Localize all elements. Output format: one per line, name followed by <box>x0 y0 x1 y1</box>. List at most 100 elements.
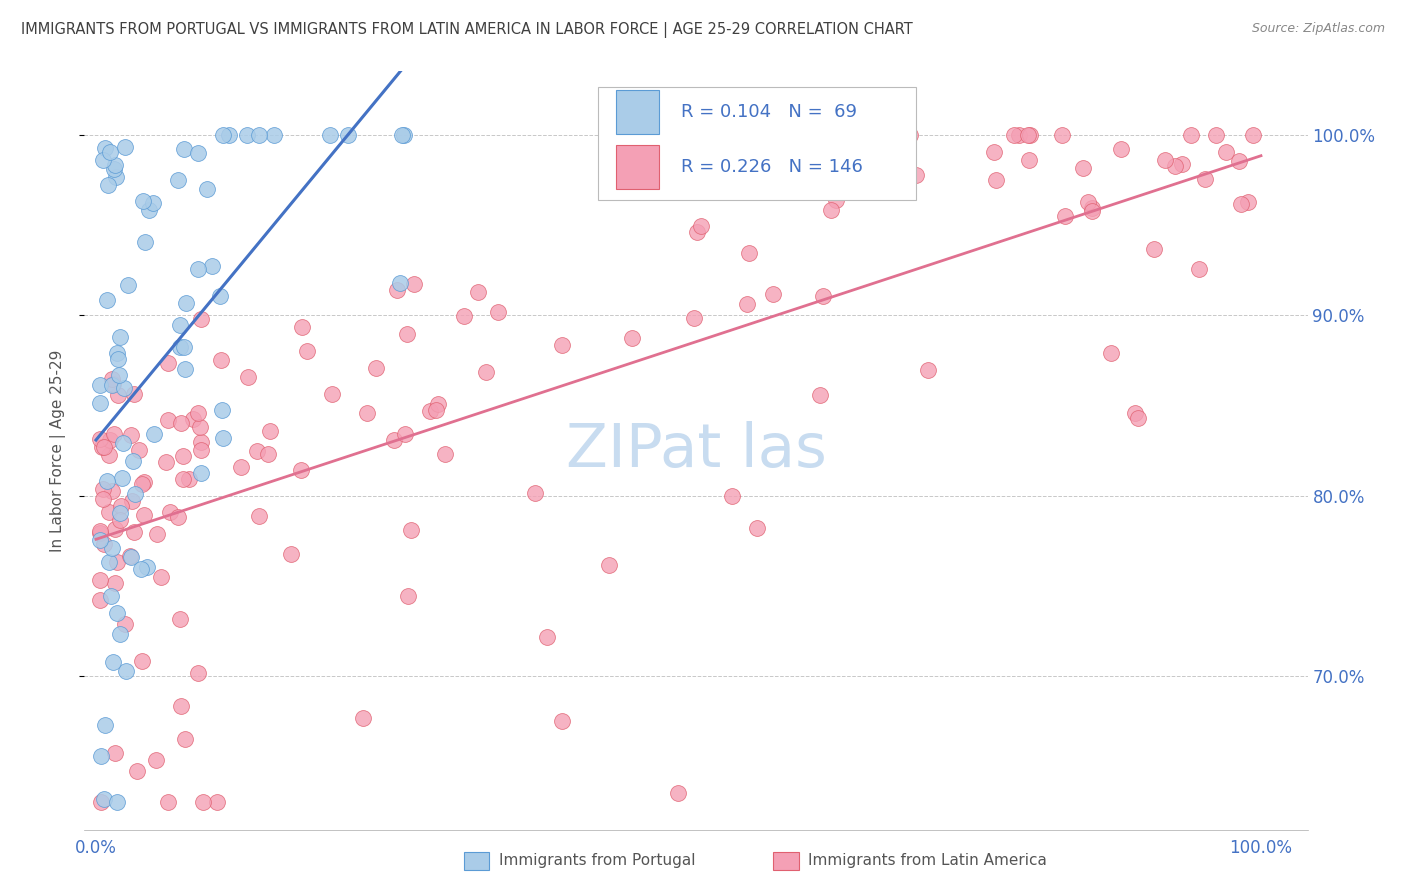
Point <box>231 459 253 474</box>
Point <box>190 434 212 449</box>
Text: IMMIGRANTS FROM PORTUGAL VS IMMIGRANTS FROM LATIN AMERICA IN LABOR FORCE | AGE 2: IMMIGRANTS FROM PORTUGAL VS IMMIGRANTS F… <box>21 22 912 38</box>
Point <box>166 172 188 186</box>
Point <box>101 483 124 498</box>
Point <box>103 427 125 442</box>
Point <box>100 589 122 603</box>
Point <box>392 128 415 142</box>
Point <box>1143 242 1166 256</box>
Point <box>1081 201 1104 215</box>
Point <box>93 153 115 167</box>
FancyBboxPatch shape <box>598 87 917 201</box>
Point <box>159 505 181 519</box>
Point <box>174 295 197 310</box>
Point <box>90 440 112 454</box>
Point <box>134 235 156 249</box>
Point <box>122 454 145 468</box>
Point <box>107 368 129 382</box>
Point <box>101 372 124 386</box>
Point <box>110 513 132 527</box>
Point <box>187 145 209 160</box>
Point <box>917 363 939 377</box>
Point <box>96 293 118 307</box>
Point <box>486 305 509 319</box>
Point <box>434 447 457 461</box>
Point <box>467 285 489 300</box>
Text: ZIPat las: ZIPat las <box>565 421 827 480</box>
Point <box>112 381 135 395</box>
Point <box>1008 128 1031 142</box>
Point <box>173 142 195 156</box>
Point <box>1180 128 1202 142</box>
Point <box>97 448 120 462</box>
Point <box>104 522 127 536</box>
Point <box>143 427 166 442</box>
Point <box>129 562 152 576</box>
Point <box>105 555 128 569</box>
Point <box>107 388 129 402</box>
Point <box>1017 128 1039 142</box>
Point <box>114 617 136 632</box>
Point <box>108 506 131 520</box>
Point <box>195 182 218 196</box>
Point <box>89 377 111 392</box>
Point <box>523 486 546 500</box>
Point <box>190 443 212 458</box>
Point <box>356 406 378 420</box>
Bar <box>616 90 659 135</box>
Point <box>983 145 1005 159</box>
Point <box>107 345 129 359</box>
Point <box>1109 142 1132 156</box>
Point <box>686 225 709 239</box>
Point <box>352 711 374 725</box>
Point <box>536 631 558 645</box>
Point <box>1018 153 1040 167</box>
Point <box>247 128 270 142</box>
Point <box>1188 261 1211 276</box>
Point <box>114 664 136 678</box>
Point <box>124 487 146 501</box>
Point <box>177 472 200 486</box>
Point <box>256 447 278 461</box>
Point <box>169 340 191 354</box>
Point <box>900 128 922 142</box>
Point <box>366 360 388 375</box>
Point <box>236 370 259 384</box>
Point <box>191 796 214 810</box>
Point <box>114 140 136 154</box>
Y-axis label: In Labor Force | Age 25-29: In Labor Force | Age 25-29 <box>51 350 66 551</box>
Point <box>145 753 167 767</box>
Point <box>1126 410 1149 425</box>
Point <box>820 203 842 218</box>
Text: Source: ZipAtlas.com: Source: ZipAtlas.com <box>1251 22 1385 36</box>
Point <box>98 555 121 569</box>
Point <box>89 592 111 607</box>
Point <box>401 524 423 538</box>
Bar <box>616 145 659 189</box>
Point <box>1236 194 1258 209</box>
Point <box>105 170 128 185</box>
Point <box>1230 196 1253 211</box>
Point <box>419 404 441 418</box>
Point <box>91 492 114 507</box>
Point <box>396 590 419 604</box>
Point <box>174 362 197 376</box>
Point <box>620 331 643 345</box>
Point <box>259 424 281 438</box>
Point <box>387 283 409 297</box>
Point <box>183 412 205 426</box>
Point <box>187 406 209 420</box>
Point <box>103 161 125 176</box>
Point <box>1081 204 1104 219</box>
Point <box>187 262 209 277</box>
Point <box>156 796 179 810</box>
Point <box>336 128 359 142</box>
Point <box>90 795 112 809</box>
Point <box>1227 153 1250 168</box>
Point <box>1077 195 1099 210</box>
Point <box>94 717 117 731</box>
Point <box>391 128 413 142</box>
Point <box>89 533 111 547</box>
Point <box>735 296 758 310</box>
Point <box>118 549 141 563</box>
Point <box>263 128 285 142</box>
